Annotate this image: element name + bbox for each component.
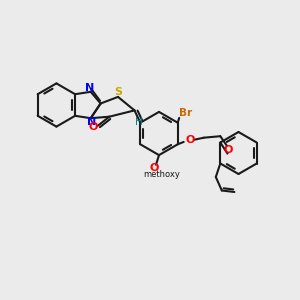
Text: Br: Br bbox=[178, 108, 192, 118]
Text: O: O bbox=[88, 122, 98, 132]
Text: methoxy: methoxy bbox=[144, 170, 180, 179]
Text: N: N bbox=[85, 83, 95, 93]
Text: O: O bbox=[224, 145, 233, 155]
Text: S: S bbox=[115, 87, 123, 98]
Text: H: H bbox=[135, 117, 143, 127]
Text: O: O bbox=[150, 163, 159, 173]
Text: N: N bbox=[87, 117, 96, 127]
Text: O: O bbox=[185, 135, 194, 145]
